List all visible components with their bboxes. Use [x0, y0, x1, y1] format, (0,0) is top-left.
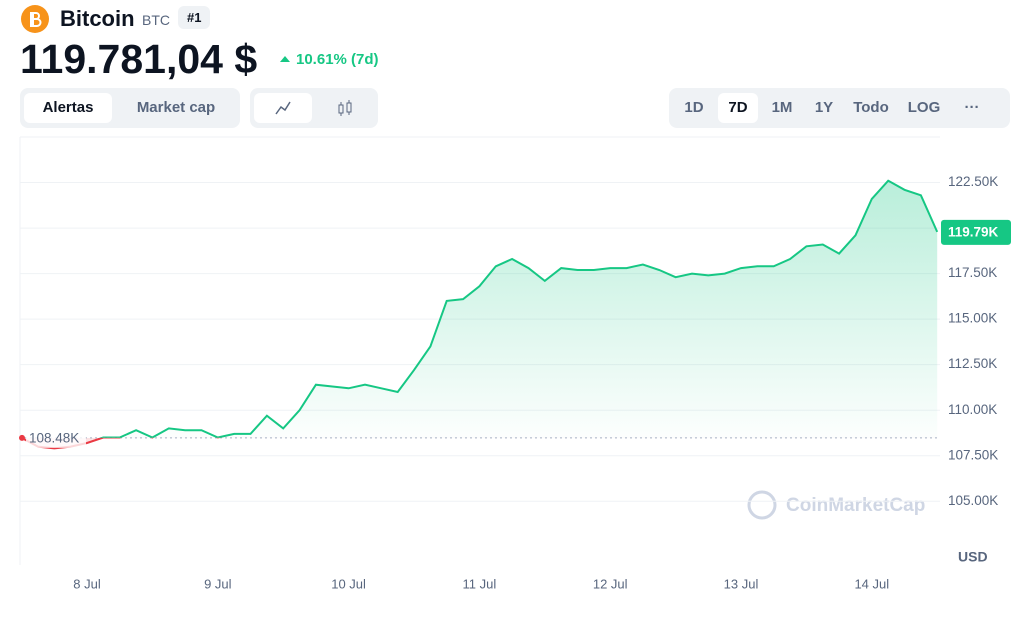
watermark: CoinMarketCap [747, 490, 925, 520]
tab-group: Alertas Market cap [20, 88, 240, 128]
y-tick-label: 107.50K [948, 447, 998, 462]
price-line [21, 179, 939, 438]
y-tick-label: 117.50K [948, 265, 997, 280]
x-tick-label: 11 Jul [463, 576, 497, 591]
x-tick-label: 10 Jul [331, 576, 366, 591]
baseline-label: 108.48K [29, 430, 79, 445]
last-price-tag [941, 219, 1011, 245]
y-tick-label: 110.00K [948, 402, 997, 417]
range-group: 1D 7D 1M 1Y Todo LOG ··· [669, 88, 1010, 128]
y-tick-label: 105.00K [948, 493, 998, 508]
price-change: 10.61% (7d) [296, 51, 379, 68]
baseline-label-bg [26, 427, 86, 448]
range-button[interactable]: Todo [853, 99, 889, 116]
range-button[interactable]: 7D [718, 93, 758, 123]
btc-icon [21, 5, 49, 33]
range-button[interactable]: LOG [907, 99, 941, 116]
up-arrow [280, 56, 290, 62]
coin-symbol: BTC [142, 12, 170, 28]
area [102, 180, 938, 438]
x-tick-label: 9 Jul [204, 576, 232, 591]
x-tick-label: 14 Jul [854, 576, 889, 591]
y-tick-label: 115.00K [948, 311, 997, 326]
price: 119.781,04 $ [20, 36, 258, 82]
baseline-dot [19, 434, 25, 441]
chart-style-group [250, 88, 378, 128]
last-price-label: 119.79K [948, 224, 999, 239]
y-tick-label: 112.50K [948, 356, 997, 371]
watermark-text: CoinMarketCap [786, 495, 925, 516]
range-button[interactable]: 1D [684, 99, 704, 116]
coin-name: Bitcoin [60, 6, 135, 31]
tab[interactable]: Market cap [136, 99, 216, 116]
x-tick-label: 13 Jul [724, 576, 759, 591]
range-button[interactable]: ··· [964, 99, 980, 116]
candle-style-button[interactable] [316, 93, 374, 123]
line-style-button[interactable] [254, 93, 312, 123]
x-tick-label: 12 Jul [593, 576, 628, 591]
rank: #1 [178, 6, 211, 29]
x-tick-label: 8 Jul [73, 576, 101, 591]
y-axis-label: USD [958, 549, 988, 565]
range-button[interactable]: 1Y [814, 99, 834, 116]
range-button[interactable]: 1M [771, 99, 793, 116]
y-tick-label: 122.50K [948, 174, 998, 189]
tab[interactable]: Alertas [24, 93, 112, 123]
